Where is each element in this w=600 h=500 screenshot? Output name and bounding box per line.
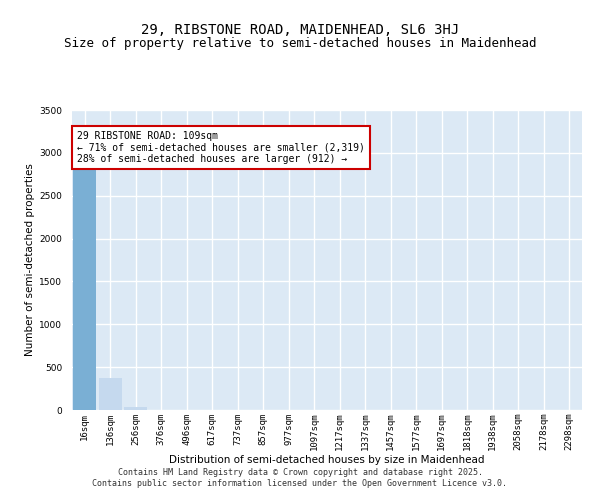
Bar <box>124 408 147 410</box>
Text: Contains HM Land Registry data © Crown copyright and database right 2025.
Contai: Contains HM Land Registry data © Crown c… <box>92 468 508 487</box>
Text: 29 RIBSTONE ROAD: 109sqm
← 71% of semi-detached houses are smaller (2,319)
28% o: 29 RIBSTONE ROAD: 109sqm ← 71% of semi-d… <box>77 131 365 164</box>
Text: 29, RIBSTONE ROAD, MAIDENHEAD, SL6 3HJ: 29, RIBSTONE ROAD, MAIDENHEAD, SL6 3HJ <box>141 22 459 36</box>
X-axis label: Distribution of semi-detached houses by size in Maidenhead: Distribution of semi-detached houses by … <box>169 454 485 464</box>
Bar <box>73 162 96 410</box>
Text: Size of property relative to semi-detached houses in Maidenhead: Size of property relative to semi-detach… <box>64 38 536 51</box>
Bar <box>99 378 122 410</box>
Y-axis label: Number of semi-detached properties: Number of semi-detached properties <box>25 164 35 356</box>
